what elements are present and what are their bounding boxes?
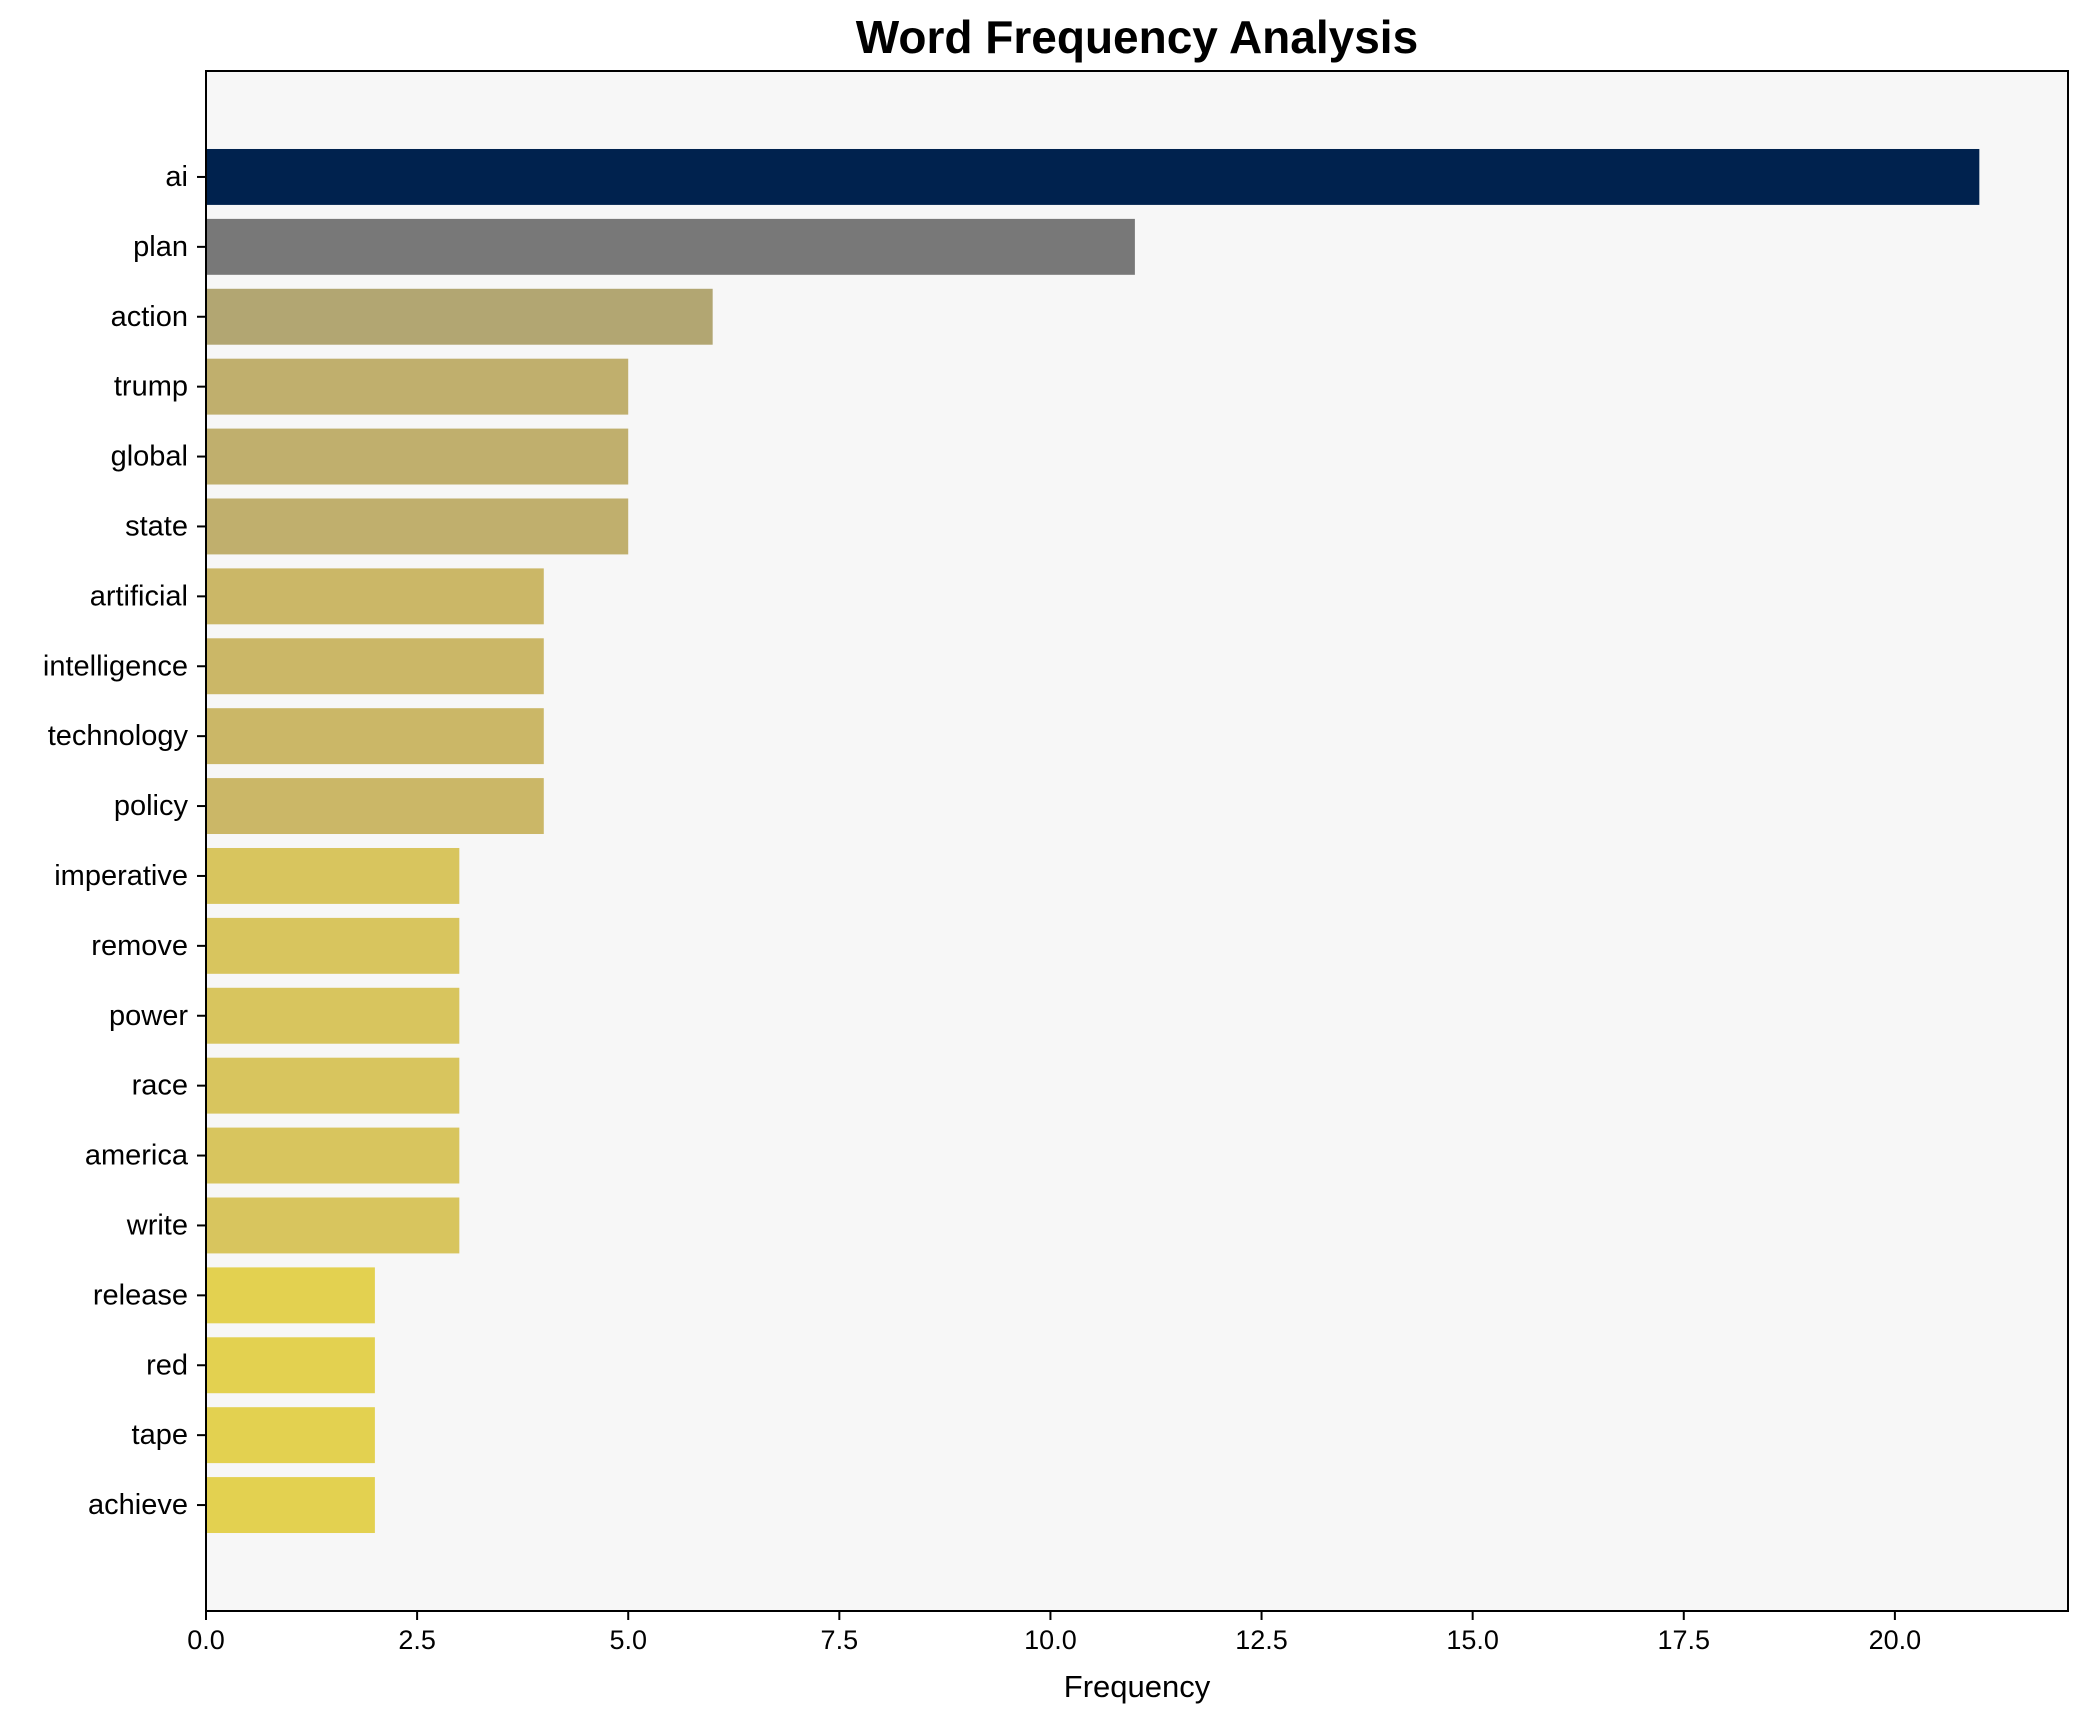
y-tick-label: trump [114, 371, 188, 403]
y-tick-label: action [111, 301, 188, 333]
bar-state [206, 498, 629, 555]
bar-achieve [206, 1477, 375, 1534]
bar-intelligence [206, 638, 544, 695]
bar-trump [206, 358, 629, 415]
chart-title: Word Frequency Analysis [856, 11, 1418, 63]
y-tick-label: imperative [54, 860, 188, 892]
bar-imperative [206, 847, 460, 904]
y-tick-label: america [85, 1140, 189, 1172]
x-tick-label: 12.5 [1235, 1625, 1288, 1655]
bar-artificial [206, 568, 544, 625]
x-tick-label: 17.5 [1657, 1625, 1710, 1655]
bar-plan [206, 218, 1135, 275]
y-tick-label: red [146, 1349, 188, 1381]
bar-ai [206, 148, 1980, 205]
bar-write [206, 1197, 460, 1254]
y-tick-label: tape [132, 1419, 188, 1451]
y-tick-label: achieve [88, 1489, 188, 1521]
bar-remove [206, 917, 460, 974]
x-tick-label: 2.5 [398, 1625, 436, 1655]
y-axis-ticks: ai plan action trump global state artificial in… [43, 161, 206, 1521]
y-tick-label: technology [48, 720, 189, 752]
bar-policy [206, 778, 544, 835]
bar-power [206, 987, 460, 1044]
y-tick-label: ai [165, 161, 188, 193]
x-tick-label: 20.0 [1869, 1625, 1922, 1655]
bar-release [206, 1267, 375, 1324]
y-tick-label: remove [91, 930, 188, 962]
y-tick-label: power [109, 1000, 188, 1032]
x-tick-label: 10.0 [1024, 1625, 1077, 1655]
plot-frame [205, 70, 2069, 1612]
y-tick-label: global [111, 441, 188, 473]
x-axis-label: Frequency [1064, 1669, 1211, 1704]
y-tick-label: intelligence [43, 650, 188, 682]
bar-action [206, 288, 713, 345]
y-tick-label: write [126, 1209, 188, 1241]
y-tick-label: race [132, 1070, 188, 1102]
x-tick-label: 5.0 [609, 1625, 647, 1655]
y-tick-label: artificial [90, 580, 188, 612]
y-tick-label: policy [114, 790, 189, 822]
bar-global [206, 428, 629, 485]
bar-tape [206, 1407, 375, 1464]
bar-red [206, 1337, 375, 1394]
bar-technology [206, 708, 544, 765]
bar-america [206, 1127, 460, 1184]
x-tick-label: 0.0 [187, 1625, 225, 1655]
bars-group [206, 148, 1980, 1534]
bar-race [206, 1057, 460, 1114]
x-tick-label: 7.5 [821, 1625, 859, 1655]
y-tick-label: plan [133, 231, 188, 263]
y-tick-label: state [125, 510, 188, 542]
x-tick-label: 15.0 [1446, 1625, 1499, 1655]
x-axis-ticks: 0.0 2.5 5.0 7.5 10.0 12.5 15.0 17.5 20.0 [187, 1611, 1921, 1655]
y-tick-label: release [93, 1279, 188, 1311]
